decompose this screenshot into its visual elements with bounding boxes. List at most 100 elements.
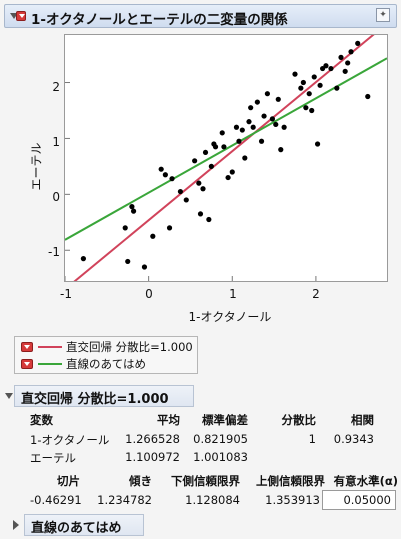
- legend-label: 直線のあてはめ: [66, 357, 147, 371]
- data-point[interactable]: [348, 49, 354, 55]
- data-point[interactable]: [221, 144, 227, 150]
- orthogonal-section-header[interactable]: 直交回帰 分散比=1.000: [5, 385, 194, 407]
- alpha-input[interactable]: 0.05000: [322, 490, 396, 510]
- data-point[interactable]: [317, 82, 323, 88]
- disclosure-closed-icon[interactable]: [13, 520, 19, 530]
- data-point[interactable]: [273, 121, 279, 128]
- data-point[interactable]: [261, 113, 267, 119]
- report-title-bar: 1-オクタノールとエーテルの二変量の関係 ✦: [4, 4, 397, 28]
- data-point[interactable]: [125, 258, 131, 265]
- data-point[interactable]: [278, 147, 284, 153]
- data-point[interactable]: [269, 116, 276, 122]
- red-triangle-menu-icon[interactable]: [16, 11, 26, 21]
- y-tick-label: -1: [48, 245, 60, 259]
- plot-area[interactable]: [64, 34, 388, 282]
- data-point[interactable]: [338, 54, 344, 60]
- legend-swatch: [38, 346, 62, 348]
- legend: 直交回帰 分散比=1.000 直線のあてはめ: [14, 336, 198, 374]
- data-point[interactable]: [248, 105, 254, 111]
- table-cell: 1.100972: [125, 450, 180, 464]
- table-cell: 1.353913: [265, 493, 320, 507]
- data-point[interactable]: [202, 149, 209, 156]
- data-point[interactable]: [177, 188, 184, 195]
- data-point[interactable]: [314, 141, 321, 147]
- data-point[interactable]: [183, 197, 189, 203]
- data-point[interactable]: [219, 130, 225, 136]
- data-point[interactable]: [355, 40, 361, 46]
- data-point[interactable]: [233, 124, 240, 130]
- data-point[interactable]: [236, 138, 242, 144]
- data-point[interactable]: [311, 74, 317, 80]
- data-point[interactable]: [323, 63, 329, 69]
- x-axis-label: 1-オクタノール: [188, 310, 272, 324]
- table-header: 相関: [351, 413, 374, 427]
- data-point[interactable]: [254, 99, 260, 105]
- data-point[interactable]: [225, 174, 231, 181]
- data-point[interactable]: [328, 65, 334, 72]
- data-point[interactable]: [129, 204, 135, 210]
- data-point[interactable]: [300, 79, 306, 86]
- y-tick-label: 0: [52, 190, 60, 204]
- data-point[interactable]: [141, 264, 148, 270]
- data-point[interactable]: [298, 85, 304, 91]
- data-point[interactable]: [264, 91, 270, 97]
- x-tick-label: 1: [229, 287, 237, 301]
- data-point[interactable]: [80, 256, 86, 262]
- data-point[interactable]: [306, 91, 312, 97]
- data-point[interactable]: [239, 127, 245, 133]
- data-point[interactable]: [365, 93, 371, 100]
- data-point[interactable]: [246, 119, 252, 125]
- data-point[interactable]: [229, 169, 235, 175]
- table-header: 平均: [157, 413, 180, 427]
- table-cell: -0.46291: [30, 493, 82, 507]
- disclosure-open-icon[interactable]: [10, 13, 18, 19]
- data-point[interactable]: [197, 211, 204, 217]
- table-header: 標準偏差: [202, 413, 248, 427]
- linear-fit-section-header[interactable]: 直線のあてはめ: [13, 514, 144, 536]
- table-cell: 1.266528: [125, 432, 180, 446]
- data-point[interactable]: [292, 71, 298, 77]
- linear-fit-line[interactable]: [65, 57, 387, 241]
- data-point[interactable]: [130, 208, 137, 214]
- y-tick-label: 2: [52, 80, 60, 94]
- data-point[interactable]: [250, 124, 256, 130]
- data-point[interactable]: [281, 124, 287, 130]
- table-header: 上側信頼限界: [256, 474, 325, 488]
- legend-label: 直交回帰 分散比=1.000: [66, 340, 193, 354]
- table-header: 分散比: [281, 413, 317, 427]
- data-point[interactable]: [208, 163, 214, 169]
- report-title: 1-オクタノールとエーテルの二変量の関係: [31, 12, 288, 28]
- data-point[interactable]: [303, 105, 309, 111]
- data-point[interactable]: [158, 166, 164, 172]
- data-point[interactable]: [192, 158, 198, 164]
- data-point[interactable]: [309, 107, 315, 114]
- pin-icon[interactable]: ✦: [376, 8, 390, 22]
- data-point[interactable]: [342, 68, 348, 74]
- data-point[interactable]: [242, 155, 248, 161]
- table-header: 下側信頼限界: [171, 474, 240, 488]
- data-point[interactable]: [166, 225, 173, 231]
- data-point[interactable]: [275, 96, 281, 102]
- data-point[interactable]: [196, 180, 202, 186]
- table-cell: 1-オクタノール: [30, 433, 110, 447]
- data-point[interactable]: [169, 176, 175, 182]
- data-point[interactable]: [122, 225, 128, 231]
- red-triangle-menu-icon[interactable]: [21, 359, 33, 369]
- red-triangle-menu-icon[interactable]: [21, 342, 33, 352]
- data-point[interactable]: [150, 233, 156, 239]
- orthogonal-fit-line[interactable]: [65, 35, 387, 281]
- x-tick-label: -1: [60, 287, 72, 301]
- data-point[interactable]: [206, 216, 212, 223]
- table-cell: 1.128084: [185, 493, 240, 507]
- table-cell: エーテル: [30, 451, 76, 465]
- y-axis-label: エーテル: [29, 142, 44, 191]
- table-cell: 1.001083: [193, 450, 248, 464]
- data-point[interactable]: [258, 138, 265, 144]
- data-point[interactable]: [345, 60, 351, 66]
- data-point[interactable]: [212, 144, 219, 150]
- data-point[interactable]: [334, 85, 340, 91]
- data-point[interactable]: [162, 172, 168, 178]
- disclosure-open-icon[interactable]: [5, 393, 13, 399]
- data-point[interactable]: [200, 186, 206, 192]
- section-title: 直線のあてはめ: [31, 521, 122, 536]
